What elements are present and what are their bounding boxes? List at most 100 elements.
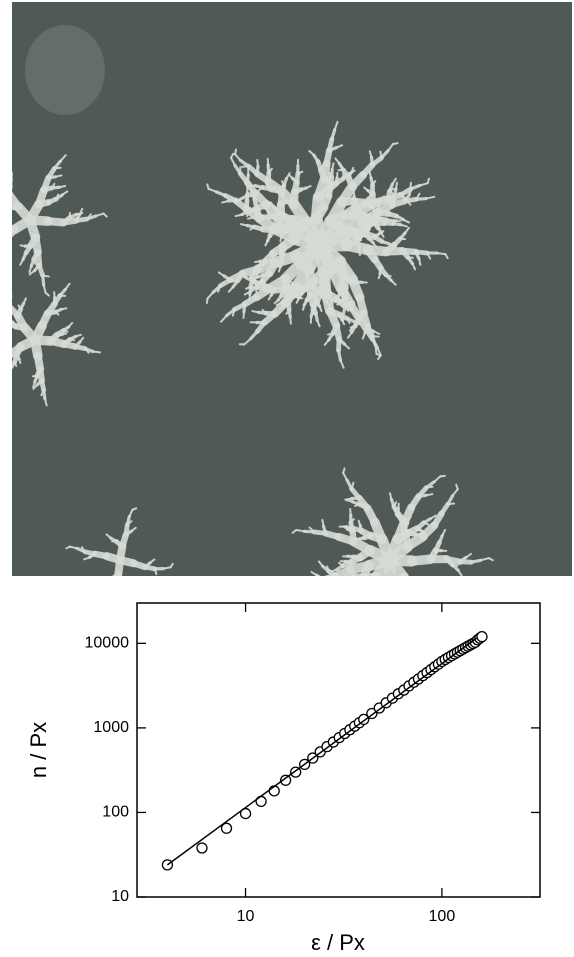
dendrite-branch xyxy=(376,640,381,648)
dendrite-branch xyxy=(398,231,407,241)
dendrite-branch xyxy=(399,223,408,228)
dendrite-branch xyxy=(444,621,448,630)
dendrite-branch xyxy=(107,603,110,610)
dendrite-branch xyxy=(348,582,353,583)
dendrite-branch xyxy=(330,128,337,141)
dendrite-branch xyxy=(0,174,3,183)
dendrite-branch xyxy=(444,621,450,622)
x-tick-label: 100 xyxy=(429,908,456,925)
dendrite-branch xyxy=(231,308,236,317)
dendrite-branch xyxy=(130,526,137,533)
dendrite-branch xyxy=(206,291,215,300)
dendrite-branch xyxy=(12,203,22,211)
y-axis-label: n / Px xyxy=(26,722,51,778)
dendrite-branch xyxy=(243,337,252,346)
dendrite-branch xyxy=(267,294,273,301)
dendrite-branch xyxy=(12,319,15,324)
dendrite-branch xyxy=(365,596,372,601)
dendrite-branch xyxy=(349,508,352,517)
dendrite-branch xyxy=(342,467,346,474)
dendrite-branch xyxy=(388,187,395,192)
dendrite-branch xyxy=(361,574,367,576)
dendrite-branch xyxy=(345,592,354,594)
dendrite-branch xyxy=(426,252,432,260)
dendrite-branch xyxy=(241,165,250,168)
dendrite-branch xyxy=(356,612,357,619)
dendrite-branch xyxy=(391,177,397,186)
dendrite-branch xyxy=(357,519,362,527)
dendrite-branch xyxy=(263,285,267,293)
dendrite-branch xyxy=(338,562,345,567)
dendrite-branch xyxy=(417,257,422,266)
dendrite-branch xyxy=(413,618,414,624)
dendrite-branch xyxy=(390,191,396,198)
dendrite-branch xyxy=(19,258,25,266)
dendrite-branch xyxy=(308,526,316,533)
dendrite-branch xyxy=(457,569,463,576)
dendrite-branch xyxy=(74,333,82,338)
dendrite-branch xyxy=(332,579,338,582)
dendrite-branch xyxy=(58,287,67,298)
dendrite-branch xyxy=(78,336,85,344)
dendrite-branch xyxy=(437,612,444,621)
dendrite-branch xyxy=(257,186,264,192)
dendrite-branch xyxy=(367,595,373,596)
dendrite-branch xyxy=(387,142,395,152)
dendrite-branch xyxy=(448,630,451,638)
dendrite-branch xyxy=(248,293,251,302)
dendrite-branch xyxy=(349,324,357,329)
dendrite-branch xyxy=(249,271,256,279)
dendrite-branch xyxy=(382,601,389,608)
dendrite-branch xyxy=(68,212,78,220)
dendrite-branch xyxy=(437,533,444,545)
dendrite-branch xyxy=(65,545,71,550)
dendrite-branch xyxy=(12,225,18,233)
dendrite-branch xyxy=(296,295,304,300)
dendrite-branch xyxy=(469,558,483,564)
dendrite-branch xyxy=(321,524,328,535)
dendrite-branch xyxy=(13,361,18,367)
dendrite-branch xyxy=(350,166,355,174)
dendrite-branch xyxy=(149,558,156,564)
dendrite-branch xyxy=(285,308,291,315)
dendrite-branch xyxy=(242,302,247,314)
dendrite-branch xyxy=(391,221,403,227)
dendrite-branch xyxy=(345,478,354,491)
dendrite-branch xyxy=(373,649,376,657)
dendrite-branch xyxy=(169,562,174,569)
dendrite-branch xyxy=(327,146,338,152)
dendrite-branch xyxy=(436,252,447,256)
dendrite-branch xyxy=(417,493,428,498)
dendrite-branch xyxy=(112,571,121,576)
dendrite-branch xyxy=(83,556,91,561)
dendrite-branch xyxy=(307,580,312,584)
dendrite-branch xyxy=(0,182,3,183)
dendrite-branch xyxy=(380,239,391,246)
dendrite-branch xyxy=(0,363,1,370)
dendrite-branch xyxy=(74,212,82,223)
dendrite-branch xyxy=(12,295,13,298)
dendrite-branch xyxy=(264,179,269,186)
dendrite-branch xyxy=(64,282,71,291)
dendrite-branch xyxy=(126,520,133,526)
data-point xyxy=(220,822,233,834)
dendrite-branch xyxy=(12,352,13,358)
dendrite-branch xyxy=(356,595,360,597)
dendrite-branch xyxy=(446,502,456,506)
dendrite-branch xyxy=(347,331,353,339)
dendrite-branch xyxy=(124,529,133,537)
dendrite-branch xyxy=(205,297,209,305)
dendrite-branch xyxy=(110,586,116,588)
dendrite-branch xyxy=(377,354,382,361)
dendrite-branch xyxy=(403,193,411,203)
dendrite-branch xyxy=(53,166,62,170)
dendrite-branch xyxy=(352,537,360,541)
dendrite-branch xyxy=(41,274,50,278)
dendrite-branch xyxy=(32,263,41,273)
dendrite-branch xyxy=(0,321,3,322)
dendrite-branch xyxy=(377,608,382,615)
dendrite-branch xyxy=(329,621,335,622)
dendrite-branch xyxy=(267,167,273,174)
dendrite-branch xyxy=(295,297,300,304)
dendrite-branch xyxy=(394,513,401,518)
